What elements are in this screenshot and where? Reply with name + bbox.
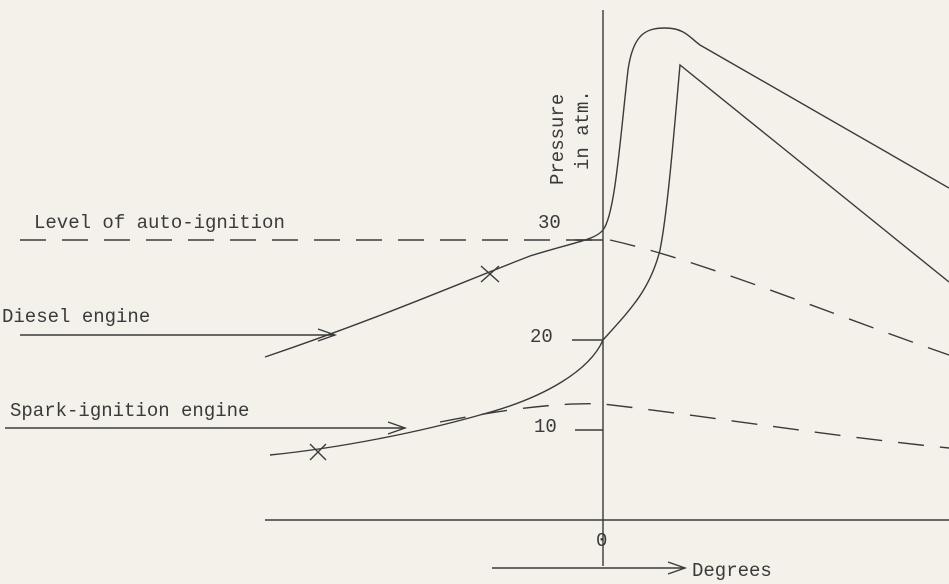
x-tick-label: 0 [596,530,607,552]
ignition-mark [480,265,500,283]
y-axis-label: in atm. [572,90,594,170]
y-tick-label: 30 [538,212,561,234]
arrow-head [317,328,338,342]
diesel-curve [264,27,949,358]
label: Spark-ignition engine [10,400,249,422]
y-tick-label: 20 [530,326,553,348]
spark-curve [269,63,949,456]
x-axis-label: Degrees [692,560,772,582]
diesel-dashed [609,239,949,356]
y-tick-label: 10 [534,416,557,438]
arrow-head [387,421,408,435]
y-axis-label: Pressure [547,94,569,185]
label: Diesel engine [2,306,150,328]
label: Level of auto-ignition [34,212,285,234]
ignition-mark [309,443,327,461]
x-arrow-head [667,561,688,575]
